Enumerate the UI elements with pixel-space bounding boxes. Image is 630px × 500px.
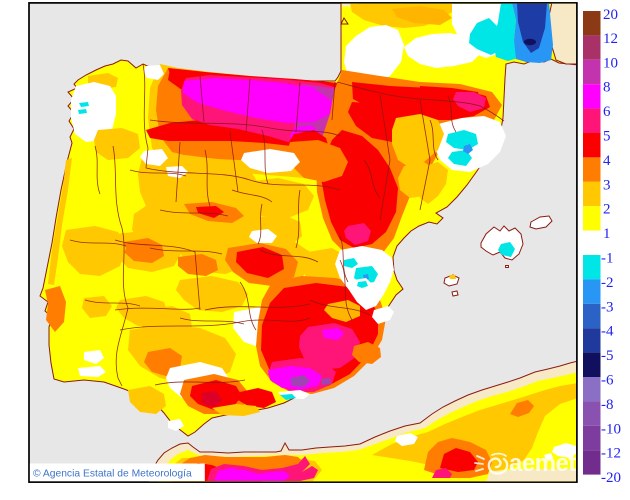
svg-text:5: 5 <box>603 129 611 145</box>
svg-text:-8: -8 <box>601 397 614 413</box>
svg-text:-10: -10 <box>601 421 621 437</box>
svg-text:-12: -12 <box>601 446 621 462</box>
svg-text:10: 10 <box>603 55 618 71</box>
svg-text:8: 8 <box>603 80 611 96</box>
svg-text:4: 4 <box>603 153 611 169</box>
svg-text:1: 1 <box>603 226 611 242</box>
svg-text:-5: -5 <box>601 348 614 364</box>
svg-text:2: 2 <box>603 202 611 218</box>
svg-text:20: 20 <box>603 7 618 23</box>
svg-text:-1: -1 <box>601 251 614 267</box>
svg-text:-3: -3 <box>601 299 614 315</box>
svg-text:© Agencia Estatal de Meteorolo: © Agencia Estatal de Meteorología <box>33 469 192 480</box>
svg-text:-4: -4 <box>601 324 614 340</box>
svg-text:aemet: aemet <box>509 450 576 477</box>
svg-text:3: 3 <box>603 177 611 193</box>
svg-text:6: 6 <box>603 104 611 120</box>
svg-text:12: 12 <box>603 31 618 47</box>
svg-text:-2: -2 <box>601 275 614 291</box>
svg-text:-20: -20 <box>601 470 621 486</box>
svg-text:-6: -6 <box>601 373 614 389</box>
